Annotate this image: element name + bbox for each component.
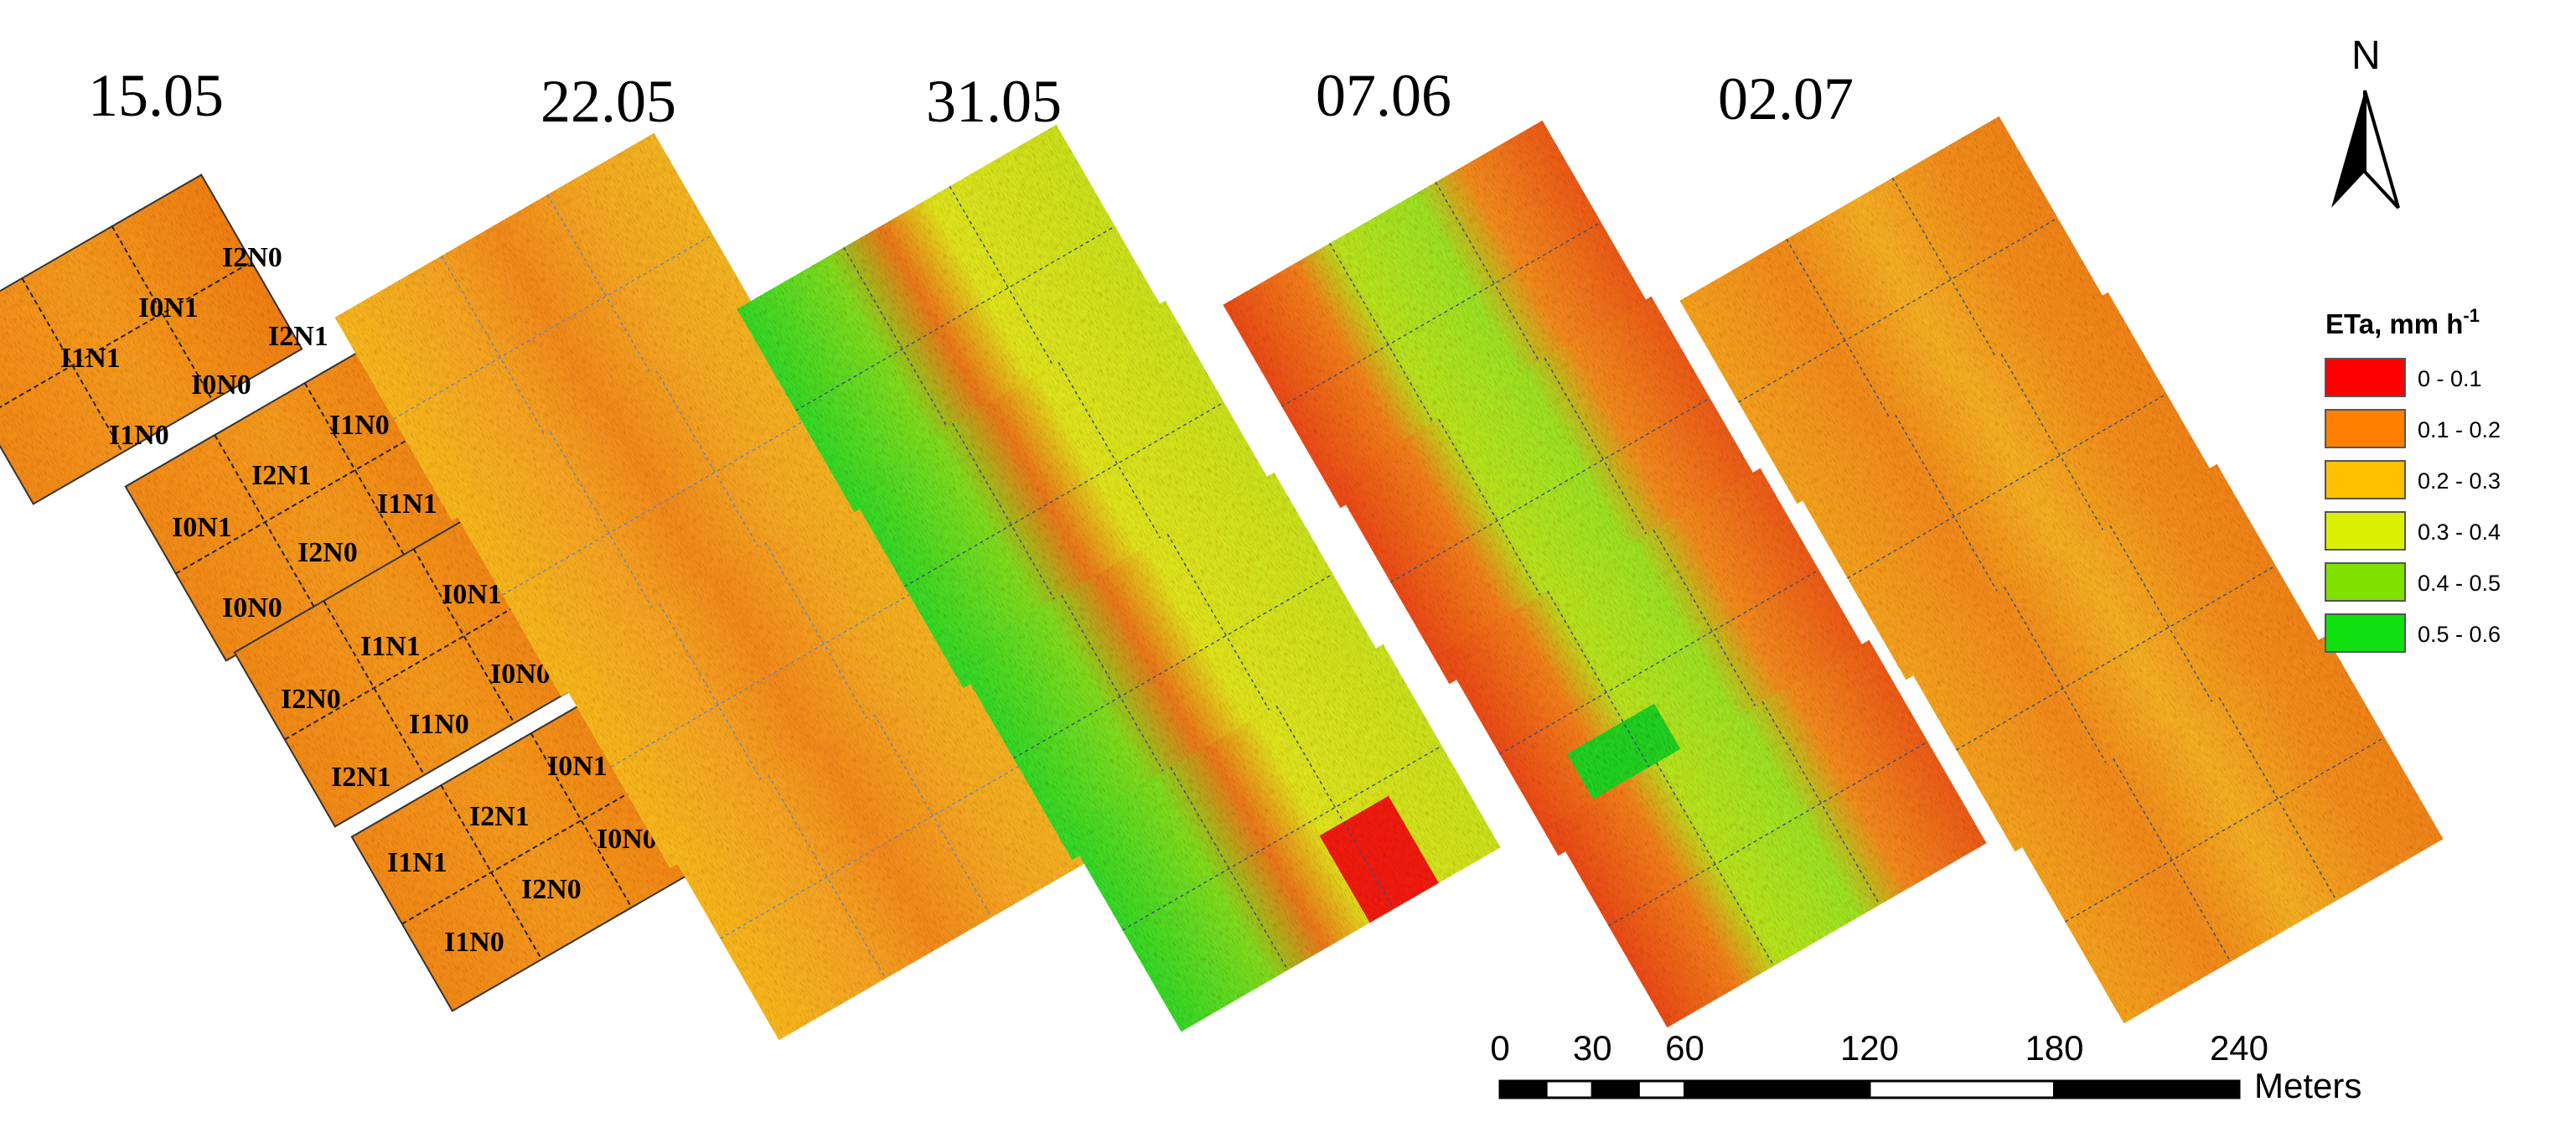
legend-swatch bbox=[2325, 613, 2406, 653]
legend-label: 0.1 - 0.2 bbox=[2418, 417, 2501, 442]
legend-swatch bbox=[2325, 358, 2406, 397]
scale-tick-label: 30 bbox=[1573, 1028, 1612, 1068]
plot-label: I2N0 bbox=[521, 874, 582, 905]
plot-label: I1N0 bbox=[109, 420, 169, 451]
scale-segment bbox=[1684, 1079, 1871, 1099]
scale-tick-label: 120 bbox=[1840, 1028, 1899, 1068]
plot-label: I2N1 bbox=[331, 762, 391, 793]
block-1505-1 bbox=[0, 173, 303, 505]
plot-label: I1N1 bbox=[360, 631, 421, 662]
legend-swatch bbox=[2325, 409, 2406, 448]
block-3105-4 bbox=[1063, 644, 1501, 1032]
legend: ETa, mm h-1 0 - 0.1 0.1 - 0.2 0.2 - 0.3 0.3… bbox=[2325, 305, 2501, 653]
date-label-3105: 31.05 bbox=[926, 68, 1062, 135]
plot-label: I2N1 bbox=[469, 801, 530, 832]
scale-segment bbox=[1637, 1079, 1686, 1099]
date-label-0207: 02.07 bbox=[1718, 65, 1854, 132]
legend-label: 0.3 - 0.4 bbox=[2418, 520, 2501, 545]
block-2205-2 bbox=[443, 308, 881, 697]
block-0207-1 bbox=[1679, 116, 2117, 504]
scale-segment bbox=[1591, 1079, 1640, 1099]
scale-segment bbox=[1498, 1079, 1548, 1099]
block-0207-3 bbox=[1897, 463, 2335, 852]
panel-3105 bbox=[737, 124, 1501, 1032]
plot-label: I0N1 bbox=[442, 579, 502, 610]
scale-tick-label: 180 bbox=[2025, 1028, 2083, 1068]
scale-tick-label: 240 bbox=[2210, 1028, 2268, 1068]
block-2205-3 bbox=[552, 480, 990, 869]
block-0207-2 bbox=[1788, 292, 2226, 680]
plot-label: I0N0 bbox=[490, 659, 551, 690]
scale-segment bbox=[1544, 1079, 1594, 1099]
date-label-0706: 07.06 bbox=[1316, 62, 1451, 129]
plot-label: I0N1 bbox=[138, 292, 199, 323]
legend-label: 0.2 - 0.3 bbox=[2418, 468, 2501, 494]
block-3105-1 bbox=[737, 124, 1174, 513]
date-label-1505: 15.05 bbox=[88, 62, 224, 129]
date-label-2205: 22.05 bbox=[541, 68, 676, 135]
panel-2205 bbox=[334, 132, 1099, 1041]
plot-label: I2N1 bbox=[251, 460, 312, 491]
legend-title: ETa, mm h-1 bbox=[2325, 305, 2480, 339]
legend-label: 0.4 - 0.5 bbox=[2418, 571, 2501, 596]
plot-label: I2N1 bbox=[268, 321, 328, 352]
north-label: N bbox=[2351, 34, 2381, 78]
plot-label: I2N0 bbox=[297, 537, 358, 568]
plot-label: I0N0 bbox=[597, 824, 657, 855]
plot-label: I1N1 bbox=[377, 489, 437, 520]
scale-unit: Meters bbox=[2254, 1066, 2361, 1105]
plot-label: I1N1 bbox=[387, 847, 447, 878]
scale-segment bbox=[1868, 1079, 2056, 1099]
scale-segment bbox=[2053, 1079, 2241, 1099]
legend-label: 0 - 0.1 bbox=[2418, 366, 2482, 391]
block-2205-1 bbox=[334, 132, 772, 521]
plot-label: I2N0 bbox=[281, 684, 341, 715]
scale-tick-label: 0 bbox=[1490, 1028, 1509, 1068]
plot-label: I2N0 bbox=[222, 242, 282, 273]
block-0706-1 bbox=[1223, 120, 1660, 509]
block-0706-4 bbox=[1549, 639, 1987, 1028]
block-3105-2 bbox=[846, 300, 1283, 689]
panel-0706 bbox=[1223, 120, 1987, 1028]
block-3105-3 bbox=[954, 472, 1392, 861]
legend-swatch bbox=[2325, 511, 2406, 551]
panel-0207 bbox=[1679, 116, 2444, 1024]
block-2205-4 bbox=[661, 652, 1099, 1041]
plot-label: I1N1 bbox=[60, 343, 121, 374]
plot-label: I1N0 bbox=[409, 709, 469, 740]
plot-label: I1N0 bbox=[329, 410, 390, 441]
plot-label: I0N0 bbox=[222, 592, 282, 623]
scale-tick-label: 60 bbox=[1665, 1028, 1704, 1068]
plot-label: I0N1 bbox=[172, 512, 232, 543]
block-0706-3 bbox=[1441, 468, 1878, 856]
plot-label: I0N1 bbox=[547, 751, 608, 782]
plot-label: I1N0 bbox=[444, 927, 504, 958]
scale-bar: 0 30 60 120 180 240 Meters bbox=[1490, 1028, 2361, 1105]
legend-swatch bbox=[2325, 562, 2406, 602]
north-arrow-icon: N bbox=[2331, 34, 2400, 209]
block-0207-4 bbox=[2006, 635, 2444, 1024]
block-0706-2 bbox=[1332, 296, 1769, 685]
plot-label: I0N0 bbox=[191, 370, 251, 401]
legend-swatch bbox=[2325, 460, 2406, 499]
legend-label: 0.5 - 0.6 bbox=[2418, 622, 2501, 647]
